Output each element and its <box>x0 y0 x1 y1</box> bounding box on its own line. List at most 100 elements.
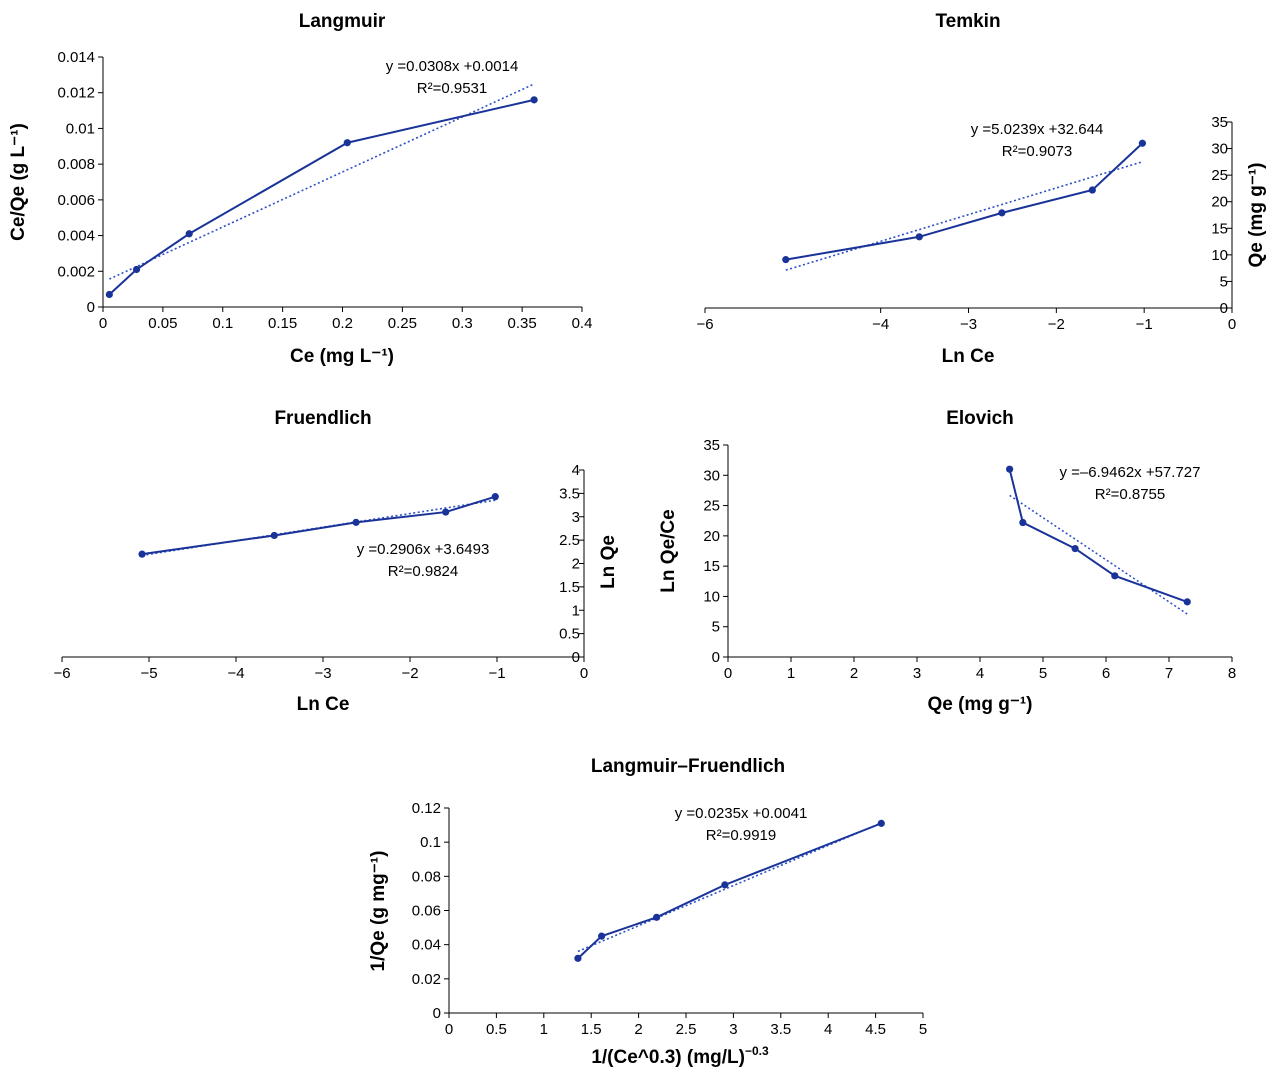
x-tick-label: 7 <box>1165 665 1173 682</box>
langmuir-fruendlich-chart: Langmuir–Fruendlich 0 0.5 1 1.5 2 2.5 3 3.5 4 4.5 5… <box>368 756 927 1068</box>
y-tick-label: 15 <box>703 558 720 575</box>
chart-title: Langmuir <box>299 11 386 32</box>
trendline-equation: y =0.0308x +0.0014 <box>386 58 519 75</box>
data-point <box>598 932 606 940</box>
y-tick-label: 1.5 <box>559 579 580 596</box>
data-point <box>1183 598 1191 606</box>
langmuir-chart: Langmuir 0 0.05 0.1 0.15 0.2 0.25 0.3 0.35 0.4 0 0.… <box>8 11 592 367</box>
chart-title: Fruendlich <box>274 408 371 429</box>
trendline-equation: y =0.0235x +0.0041 <box>675 805 808 822</box>
y-tick-label: 0 <box>87 299 95 316</box>
x-tick-label: −4 <box>872 316 889 333</box>
y-tick-label: 0.02 <box>412 971 441 988</box>
y-axis-label: Ln Qe/Ce <box>658 509 679 592</box>
x-tick-label: 0 <box>580 665 588 682</box>
chart-title: Elovich <box>946 408 1014 429</box>
x-tick-label: 1 <box>787 665 795 682</box>
series-line <box>108 98 535 296</box>
series-line <box>785 142 1144 261</box>
x-tick-label: −6 <box>53 665 70 682</box>
y-tick-label: 1 <box>572 602 580 619</box>
y-tick-label: 0.04 <box>412 937 441 954</box>
y-tick-label: 15 <box>1211 220 1228 237</box>
data-point <box>138 550 146 558</box>
y-tick-label: 2.5 <box>559 532 580 549</box>
data-point <box>270 531 278 540</box>
x-axis-label-exponent: −0.3 <box>745 1044 769 1058</box>
r-squared-label: R²=0.9531 <box>417 80 487 97</box>
data-point <box>721 881 729 889</box>
y-tick-label: 0 <box>712 649 720 666</box>
y-tick-label: 5 <box>712 619 720 636</box>
data-point <box>1071 544 1079 553</box>
x-tick-label: −2 <box>1048 316 1065 333</box>
trendline <box>1009 494 1188 615</box>
y-tick-label: 0.08 <box>412 868 441 885</box>
y-axis-label: Qe (mg g⁻¹) <box>1246 162 1267 267</box>
data-point <box>998 209 1006 217</box>
x-tick-label: 2 <box>634 1021 642 1038</box>
x-tick-label: −5 <box>140 665 157 682</box>
x-tick-label: 8 <box>1228 665 1236 682</box>
x-tick-label: −1 <box>488 665 505 682</box>
data-point <box>877 819 885 827</box>
data-point <box>442 508 450 516</box>
r-squared-label: R²=0.9073 <box>1002 143 1072 160</box>
data-point <box>185 230 193 238</box>
y-tick-label: 0.06 <box>412 903 441 920</box>
y-tick-label: 30 <box>703 467 720 484</box>
y-tick-label: 35 <box>1211 114 1228 131</box>
x-tick-label: −1 <box>1136 316 1153 333</box>
x-tick-label: 2.5 <box>676 1021 697 1038</box>
trendline <box>577 822 882 953</box>
y-tick-label: 3.5 <box>559 485 580 502</box>
y-tick-label: 2 <box>572 556 580 573</box>
y-tick-label: 10 <box>703 588 720 605</box>
x-axis-label: 1/(Ce^0.3) (mg/L)−0.3 <box>591 1044 769 1068</box>
chart-title: Langmuir–Fruendlich <box>591 756 785 777</box>
x-tick-label: 5 <box>1039 665 1047 682</box>
x-tick-label: 1 <box>540 1021 548 1038</box>
x-tick-label: 0.35 <box>508 315 537 332</box>
y-tick-label: 4 <box>572 462 580 479</box>
x-tick-label: 0.5 <box>486 1021 507 1038</box>
data-point <box>491 493 499 501</box>
y-tick-label: 0 <box>1220 300 1228 317</box>
data-point <box>105 290 113 299</box>
y-tick-label: 20 <box>1211 194 1228 211</box>
data-point <box>530 96 538 104</box>
y-tick-label: 0.012 <box>57 85 95 102</box>
chart-title: Temkin <box>935 11 1000 32</box>
y-tick-label: 25 <box>703 498 720 515</box>
x-tick-label: 1.5 <box>581 1021 602 1038</box>
data-point <box>1138 139 1147 147</box>
x-tick-label: 0.25 <box>388 315 417 332</box>
x-tick-label: 0 <box>445 1021 453 1038</box>
y-tick-label: 30 <box>1211 141 1228 158</box>
x-tick-label: 0.05 <box>148 315 177 332</box>
x-tick-label: 0.2 <box>332 315 353 332</box>
y-tick-label: 0.12 <box>412 800 441 817</box>
x-axis-label: Ln Ce <box>942 346 995 367</box>
data-point <box>1111 572 1119 580</box>
y-tick-label: 0.014 <box>57 49 95 66</box>
data-point <box>1088 186 1096 194</box>
elovich-chart: Elovich 0 1 2 3 4 5 6 7 8 0 5 10 15 20 25 30 35 Qe (mg g⁻¹… <box>658 408 1236 715</box>
y-tick-label: 5 <box>1220 273 1228 290</box>
y-tick-label: 0.1 <box>420 834 441 851</box>
r-squared-label: R²=0.9919 <box>706 827 776 844</box>
data-point <box>574 954 582 962</box>
x-tick-label: −4 <box>227 665 244 682</box>
y-axis-label: Ce/Qe (g L⁻¹) <box>8 123 29 241</box>
data-point <box>343 139 351 147</box>
y-tick-label: 10 <box>1211 247 1228 264</box>
y-tick-label: 25 <box>1211 167 1228 184</box>
x-tick-label: −3 <box>314 665 331 682</box>
x-tick-label: 0 <box>724 665 732 682</box>
x-tick-label: 0 <box>1228 316 1236 333</box>
y-axis-label: Ln Qe <box>598 535 619 589</box>
trendline-equation: y =–6.9462x +57.727 <box>1060 464 1201 481</box>
x-tick-label: 0.3 <box>452 315 473 332</box>
x-tick-label: 0 <box>99 315 107 332</box>
